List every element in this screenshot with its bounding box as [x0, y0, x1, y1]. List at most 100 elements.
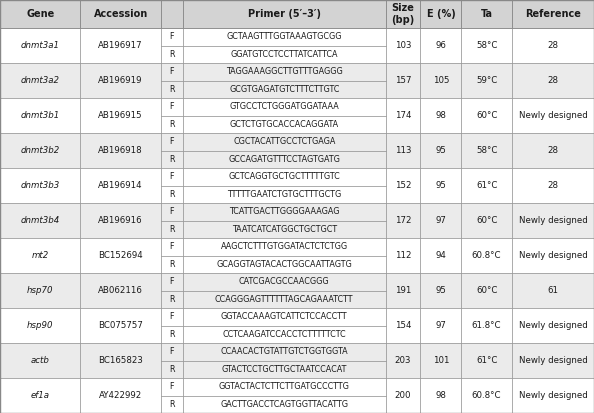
- Text: 60°C: 60°C: [476, 286, 497, 295]
- Bar: [161, 203, 183, 221]
- Bar: [421, 98, 462, 133]
- Bar: [0, 273, 80, 308]
- Text: CATCGACGCCAACGGG: CATCGACGCCAACGGG: [239, 277, 330, 286]
- Bar: [161, 28, 183, 45]
- Bar: [512, 28, 594, 63]
- Text: AAGCTCTTTGTGGATACTCTCTGG: AAGCTCTTTGTGGATACTCTCTGG: [220, 242, 347, 251]
- Bar: [462, 0, 512, 28]
- Bar: [462, 133, 512, 168]
- Text: AY422992: AY422992: [99, 391, 142, 400]
- Bar: [183, 256, 386, 273]
- Bar: [421, 203, 462, 238]
- Bar: [183, 361, 386, 378]
- Text: F: F: [169, 207, 174, 216]
- Bar: [0, 203, 80, 238]
- Text: GACTTGACCTCAGTGGTTACATTG: GACTTGACCTCAGTGGTTACATTG: [220, 400, 348, 409]
- Bar: [161, 185, 183, 203]
- Text: CCAACACTGTATTGTCTGGTGGTA: CCAACACTGTATTGTCTGGTGGTA: [220, 347, 348, 356]
- Bar: [512, 378, 594, 413]
- Text: GTGCCTCTGGGATGGATAAA: GTGCCTCTGGGATGGATAAA: [229, 102, 339, 111]
- Text: dnmt3b4: dnmt3b4: [21, 216, 60, 225]
- Text: AB196914: AB196914: [99, 181, 143, 190]
- Bar: [80, 168, 161, 203]
- Text: GGTACTACTCTTCTTGATGCCCTTG: GGTACTACTCTTCTTGATGCCCTTG: [219, 382, 350, 391]
- Bar: [161, 256, 183, 273]
- Text: 98: 98: [435, 391, 446, 400]
- Text: 58°C: 58°C: [476, 146, 497, 155]
- Text: R: R: [169, 260, 175, 269]
- Bar: [421, 63, 462, 98]
- Text: TCATTGACTTGGGGAAAGAG: TCATTGACTTGGGGAAAGAG: [229, 207, 339, 216]
- Bar: [161, 116, 183, 133]
- Text: 97: 97: [435, 321, 446, 330]
- Text: F: F: [169, 347, 174, 356]
- Text: mt2: mt2: [31, 251, 49, 260]
- Bar: [161, 308, 183, 325]
- Bar: [183, 378, 386, 396]
- Text: 154: 154: [395, 321, 411, 330]
- Bar: [161, 98, 183, 116]
- Text: AB196918: AB196918: [99, 146, 143, 155]
- Text: 95: 95: [435, 146, 446, 155]
- Bar: [80, 133, 161, 168]
- Bar: [161, 0, 183, 28]
- Text: 172: 172: [395, 216, 411, 225]
- Text: F: F: [169, 172, 174, 181]
- Text: 113: 113: [395, 146, 411, 155]
- Text: F: F: [169, 382, 174, 391]
- Text: 101: 101: [432, 356, 449, 365]
- Text: 61: 61: [548, 286, 558, 295]
- Text: BC152694: BC152694: [98, 251, 143, 260]
- Text: 152: 152: [395, 181, 411, 190]
- Bar: [512, 98, 594, 133]
- Bar: [421, 0, 462, 28]
- Bar: [183, 98, 386, 116]
- Text: Size
(bp): Size (bp): [391, 3, 415, 25]
- Text: F: F: [169, 277, 174, 286]
- Text: hsp90: hsp90: [27, 321, 53, 330]
- Text: Newly designed: Newly designed: [519, 391, 587, 400]
- Bar: [161, 45, 183, 63]
- Text: 97: 97: [435, 216, 446, 225]
- Bar: [512, 168, 594, 203]
- Text: ef1a: ef1a: [31, 391, 50, 400]
- Bar: [183, 0, 386, 28]
- Text: R: R: [169, 400, 175, 409]
- Text: 28: 28: [548, 41, 558, 50]
- Bar: [462, 273, 512, 308]
- Text: 95: 95: [435, 181, 446, 190]
- Bar: [80, 378, 161, 413]
- Text: GCTAAGTTTGGTAAAGTGCGG: GCTAAGTTTGGTAAAGTGCGG: [226, 32, 342, 41]
- Bar: [183, 133, 386, 150]
- Bar: [462, 28, 512, 63]
- Bar: [462, 63, 512, 98]
- Text: R: R: [169, 50, 175, 59]
- Bar: [386, 63, 421, 98]
- Bar: [386, 203, 421, 238]
- Bar: [512, 238, 594, 273]
- Text: GCAGGTAGTACACTGGCAATTAGTG: GCAGGTAGTACACTGGCAATTAGTG: [216, 260, 352, 269]
- Bar: [0, 28, 80, 63]
- Text: 28: 28: [548, 181, 558, 190]
- Bar: [161, 133, 183, 150]
- Text: R: R: [169, 365, 175, 374]
- Text: actb: actb: [31, 356, 50, 365]
- Text: Accession: Accession: [93, 9, 148, 19]
- Bar: [80, 238, 161, 273]
- Bar: [80, 0, 161, 28]
- Text: GCTCTGTGCACCACAGGATA: GCTCTGTGCACCACAGGATA: [230, 120, 339, 129]
- Bar: [386, 308, 421, 343]
- Bar: [421, 273, 462, 308]
- Text: CCTCAAGATCCACCTCTTTTTCTC: CCTCAAGATCCACCTCTTTTTCTC: [222, 330, 346, 339]
- Bar: [386, 168, 421, 203]
- Bar: [421, 238, 462, 273]
- Text: TAGGAAAGGCTTGTTTGAGGG: TAGGAAAGGCTTGTTTGAGGG: [226, 67, 343, 76]
- Bar: [386, 238, 421, 273]
- Text: CCAGGGAGTTTTTTAGCAGAAATCTT: CCAGGGAGTTTTTTAGCAGAAATCTT: [215, 295, 353, 304]
- Bar: [183, 203, 386, 221]
- Bar: [0, 133, 80, 168]
- Text: dnmt3a1: dnmt3a1: [21, 41, 60, 50]
- Bar: [421, 28, 462, 63]
- Bar: [183, 238, 386, 256]
- Text: F: F: [169, 32, 174, 41]
